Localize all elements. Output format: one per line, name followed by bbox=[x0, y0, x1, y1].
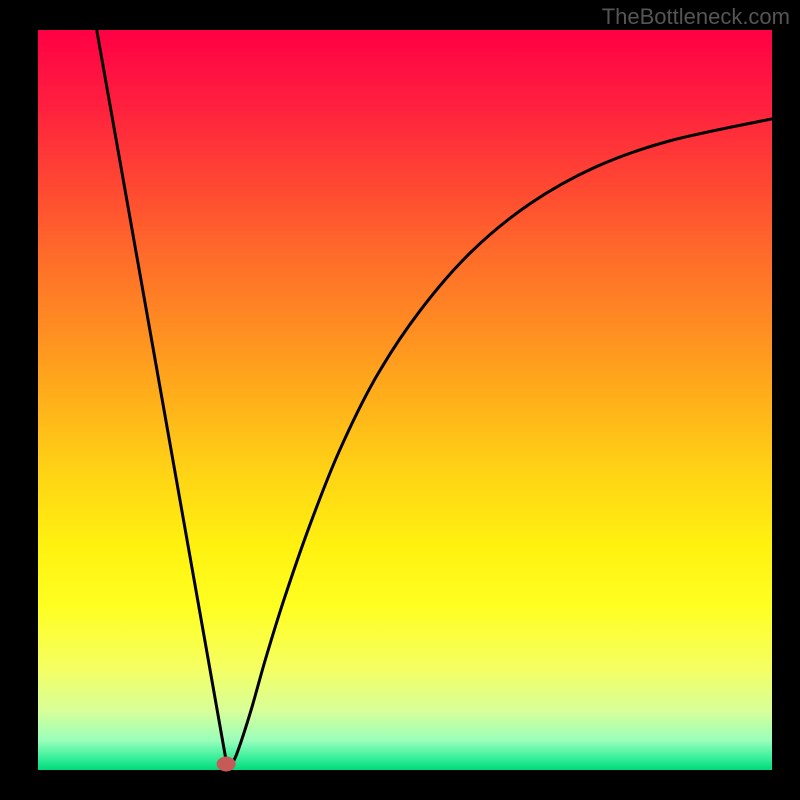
watermark-text: TheBottleneck.com bbox=[602, 4, 790, 30]
curve-layer bbox=[38, 30, 772, 770]
min-point-marker bbox=[217, 757, 236, 772]
bottleneck-curve bbox=[97, 30, 772, 770]
plot-area bbox=[38, 30, 772, 770]
chart-container: TheBottleneck.com bbox=[0, 0, 800, 800]
